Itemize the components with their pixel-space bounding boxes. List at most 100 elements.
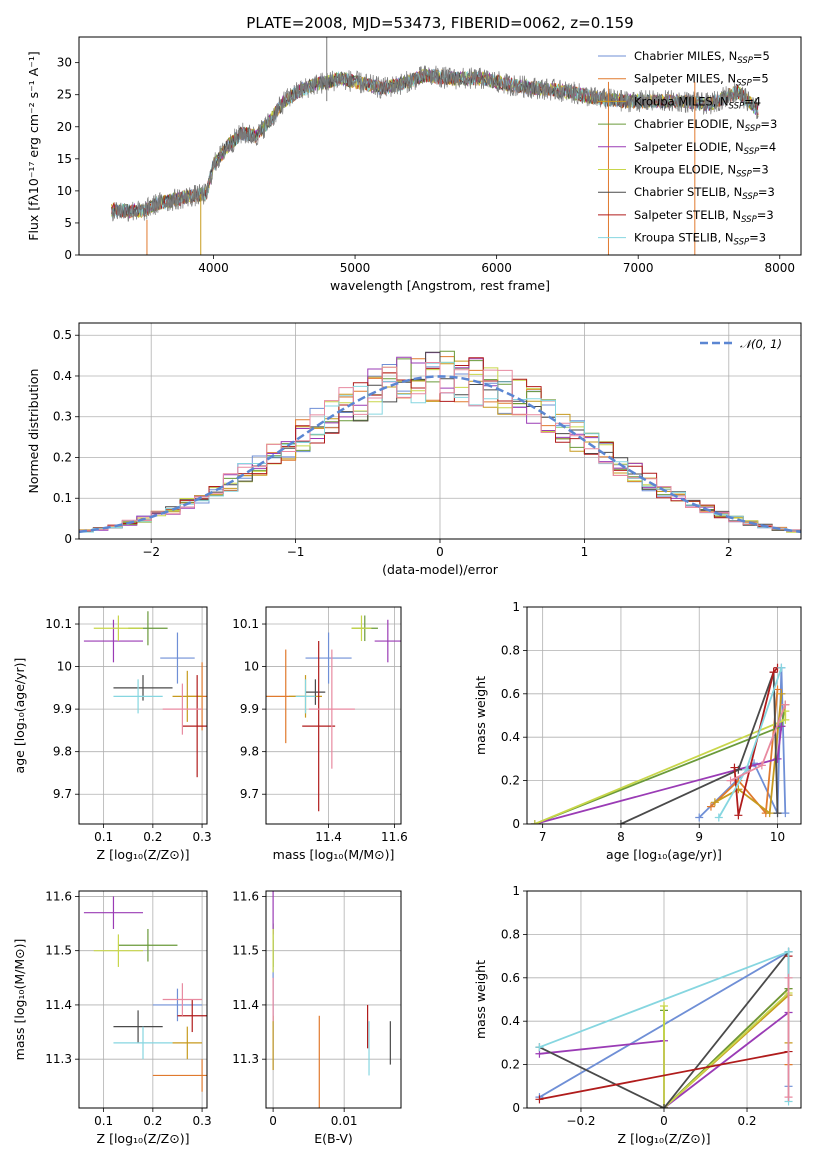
weight-point-marker [726,776,735,785]
x-tick-label: 4000 [198,261,229,275]
y-tick-label: 10 [57,660,72,674]
y-axis-label: Normed distribution [26,369,41,494]
plot-frame [78,890,208,1109]
x-axis-label: mass [log₁₀(M/M⊙)] [273,847,395,862]
legend-value: =3 [749,231,766,245]
y-tick-label: 9.9 [240,702,259,716]
spectrum-panel: 4000 5000 6000 7000 8000 0 5 10 15 20 25 30 waveleng… [26,14,802,293]
y-tick-label: 9.8 [53,745,72,759]
weight-point-marker [757,761,766,770]
y-tick-label: 0.2 [501,774,520,788]
weight-point-marker [765,809,774,818]
weight-series-line [620,671,779,824]
y-tick-label: 9.7 [240,787,259,801]
legend-entry: Salpeter ELODIE, NSSP=4 [634,140,776,157]
weight-point-marker [616,820,625,824]
legend-value: =4 [744,94,761,108]
histogram-steps [79,350,801,534]
weight-point-marker [695,813,704,822]
x-tick-label: 10 [770,830,785,844]
mass-vs-extinction-panel: 0 0.01 11.3 11.4 11.5 11.6 E(B-V) [232,889,402,1146]
x-axis-label: wavelength [Angstrom, rest frame] [330,278,550,293]
legend-entry: Kroupa STELIB, NSSP=3 [634,231,766,248]
x-axis-label: (data-model)/error [382,562,499,577]
weight-series-line [539,951,790,1108]
weight-point-marker [784,1093,793,1102]
legend-value: =4 [759,140,776,154]
plot-frame [265,606,402,825]
mass-vs-metallicity-panel: 0.1 0.2 0.3 11.3 11.4 11.5 11.6 Z [log₁₀(Z/Z⊙)]… [12,889,212,1146]
legend-entry: Kroupa ELODIE, NSSP=3 [634,163,769,180]
x-tick-label: −0.2 [566,1114,595,1128]
y-tick-label: 0 [64,532,72,546]
weight-series-line [663,992,790,1108]
weight-point-marker [714,813,723,822]
y-tick-label: 0.1 [53,491,72,505]
x-tick-label: 0 [436,545,444,559]
legend-value: =3 [760,117,777,131]
weight-point-marker [784,947,793,956]
y-tick-label: 10.1 [232,617,259,631]
plot-frame [265,890,402,1109]
x-axis-label: Z [log₁₀(Z/Z⊙)] [97,1131,190,1146]
residual-histogram-panel: −2 −1 0 1 2 0 0.1 0.2 0.3 0.4 0.5 (data-model)/erro… [26,322,802,577]
legend-entry: Salpeter STELIB, NSSP=3 [634,208,774,225]
weight-point-marker [660,1104,668,1108]
y-axis-label: Flux [fλ10⁻¹⁷ erg cm⁻² s⁻¹ A⁻¹] [26,51,41,240]
y-tick-label: 1 [512,884,520,898]
weight-point-marker [784,973,793,982]
x-axis-label: age [log₁₀(age/yr)] [606,847,722,862]
x-tick-label: 0.01 [331,1114,358,1128]
weight-lines [530,663,790,824]
weight-point-marker [777,689,786,698]
y-tick-label: 30 [57,56,72,70]
weight-point-marker [535,1095,544,1104]
weight-vs-age-panel: 7 8 9 10 0 0.2 0.4 0.6 0.8 1 age [log₁₀(age/yr)] ma… [473,600,802,862]
spectrum-lines [111,37,759,255]
legend-name: Salpeter ELODIE, N [634,140,744,154]
y-tick-label: 11.6 [232,889,259,903]
error-bars [272,891,391,1108]
y-tick-label: 0.3 [53,410,72,424]
x-tick-label: 0.2 [143,1114,162,1128]
weight-point-marker [710,798,719,807]
y-tick-label: 15 [57,152,72,166]
legend-name: Salpeter STELIB, N [634,208,741,222]
plot-frame [78,322,802,540]
x-axis-label: E(B-V) [314,1131,353,1146]
y-tick-label: 25 [57,88,72,102]
chart-title: PLATE=2008, MJD=53473, FIBERID=0062, z=0… [246,14,633,32]
legend-name: Kroupa ELODIE, N [634,163,736,177]
legend-subscript: SSP [734,238,750,248]
y-tick-label: 0.2 [501,1058,520,1072]
legend-subscript: SSP [737,56,753,66]
weight-point-marker [777,663,786,672]
y-tick-label: 0 [512,817,520,831]
x-tick-label: 0.1 [94,830,113,844]
legend-entry: Chabrier STELIB, NSSP=3 [634,185,775,202]
error-bars [83,896,207,1092]
x-tick-label: 2 [725,545,733,559]
y-axis-label: age [log₁₀(age/yr)] [12,658,27,774]
legend-name: Kroupa MILES, N [634,94,729,108]
y-tick-label: 10 [57,184,72,198]
y-tick-label: 9.7 [53,787,72,801]
x-tick-label: 0.1 [94,1114,113,1128]
legend-value: =5 [752,72,769,86]
legend-subscript: SSP [729,101,745,111]
legend-value: =3 [752,163,769,177]
legend-subscript: SSP [744,147,760,157]
legend-value: =5 [753,49,770,63]
x-tick-label: 8 [617,830,625,844]
legend-subscript: SSP [736,170,752,180]
x-tick-label: 5000 [340,261,371,275]
x-tick-label: 0.2 [143,830,162,844]
y-tick-label: 0.6 [501,687,520,701]
weight-point-marker [781,715,790,724]
normal-distribution-curve [79,375,801,534]
age-vs-mass-panel: 11.4 11.6 9.7 9.8 9.9 10 10.1 mass [log₁₀(M/M⊙)… [232,606,408,862]
weight-vs-metallicity-panel: −0.2 0 0.2 0 0.2 0.4 0.6 0.8 1 Z [log₁₀(Z/Z⊙)] mas… [473,884,802,1146]
legend-name: Kroupa STELIB, N [634,231,734,245]
y-tick-label: 0.8 [501,927,520,941]
plot-frame [78,36,802,256]
